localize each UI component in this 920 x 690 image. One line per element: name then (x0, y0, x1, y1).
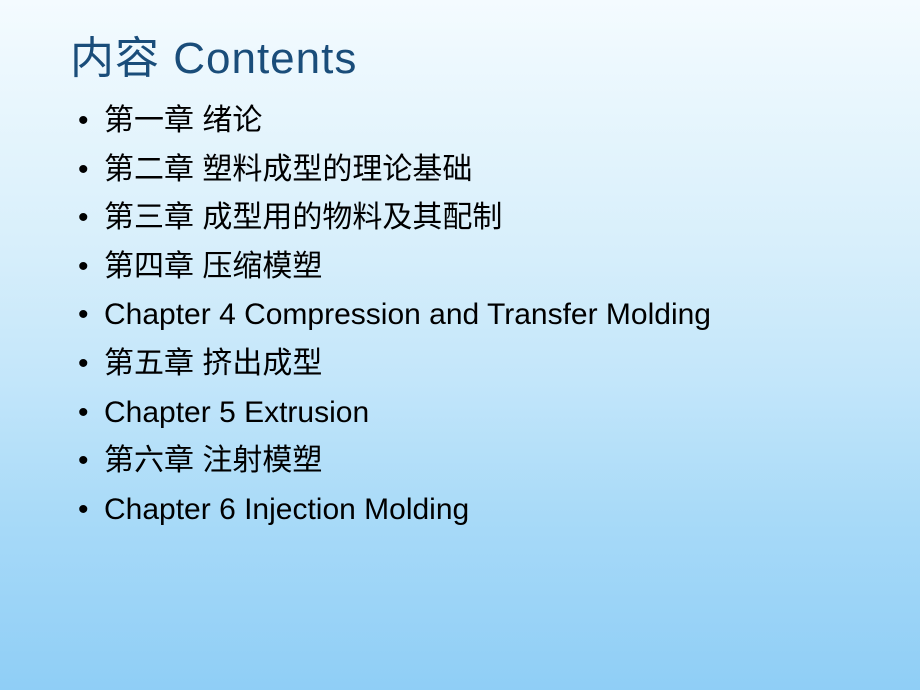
list-item: 第二章 塑料成型的理论基础 (70, 149, 850, 192)
list-item: Chapter 5 Extrusion (70, 392, 850, 435)
list-item: Chapter 6 Injection Molding (70, 489, 850, 532)
list-item: Chapter 4 Compression and Transfer Moldi… (70, 294, 850, 337)
contents-list: 第一章 绪论 第二章 塑料成型的理论基础 第三章 成型用的物料及其配制 第四章 … (70, 100, 850, 531)
slide-title: 内容 Contents (70, 22, 850, 86)
list-item: 第四章 压缩模塑 (70, 246, 850, 289)
list-item: 第六章 注射模塑 (70, 440, 850, 483)
list-item: 第五章 挤出成型 (70, 343, 850, 386)
list-item: 第一章 绪论 (70, 100, 850, 143)
list-item: 第三章 成型用的物料及其配制 (70, 197, 850, 240)
